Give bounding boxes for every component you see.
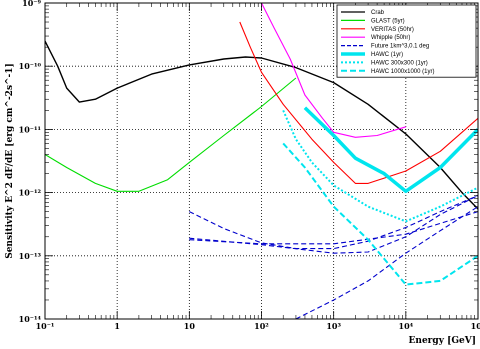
series-line [295, 206, 478, 319]
series-layer [45, 3, 478, 319]
legend-box [336, 4, 477, 78]
legend-label: HAWC 300x300 (1yr) [371, 60, 428, 66]
x-tick-label: 1 [114, 321, 120, 331]
series-line [45, 40, 478, 210]
y-tick-label: 10⁻⁹ [22, 0, 41, 8]
y-tick-label: 10⁻¹⁴ [19, 314, 42, 324]
series-line [282, 109, 478, 223]
y-tick-label: 10⁻¹¹ [19, 124, 41, 134]
legend-label: Whipple (50hr) [371, 35, 410, 41]
series-line [189, 195, 478, 254]
y-tick-label: 10⁻¹⁰ [19, 61, 42, 71]
legend-label: HAWC 1000x1000 (1yr) [371, 69, 434, 75]
x-tick-label: 10 [184, 321, 196, 331]
x-tick-label: 10³ [326, 321, 341, 331]
grid [45, 3, 478, 319]
legend-label: Crab [371, 10, 385, 16]
series-line [282, 142, 478, 286]
series-line [303, 106, 478, 194]
y-tick-label: 10⁻¹² [19, 188, 42, 198]
legend: Crab GLAST (5yr) VERITAS (50hr) Whipple (50… [336, 4, 477, 78]
series-line [189, 194, 478, 250]
x-tick-label: 10⁻¹ [36, 321, 55, 331]
legend-label: GLAST (5yr) [371, 18, 405, 24]
series-line [45, 77, 297, 192]
y-tick-label: 10⁻¹³ [19, 251, 42, 261]
legend-label: VERITAS (50hr) [371, 27, 414, 33]
legend-label: Future 1km^3,0.1 deg [371, 44, 429, 50]
legend-label: HAWC (1yr) [371, 52, 403, 58]
x-tick-label: 10⁵ [471, 321, 480, 331]
series-line [261, 3, 406, 138]
x-tick-label: 10² [254, 321, 269, 331]
y-axis-title: Sensitivity E^2 dF/dE [erg cm^-2s^-1] [5, 63, 15, 259]
x-axis-title: Energy [GeV] [409, 336, 476, 346]
x-tick-label: 10⁴ [399, 321, 414, 331]
series-line [239, 21, 478, 184]
tick-labels: 10⁻¹ 1 10 10² 10³ 10⁴ 10⁵ 10⁻¹⁴ 10⁻¹³ 10⁻¹² 10⁻¹¹ 1… [19, 0, 480, 331]
